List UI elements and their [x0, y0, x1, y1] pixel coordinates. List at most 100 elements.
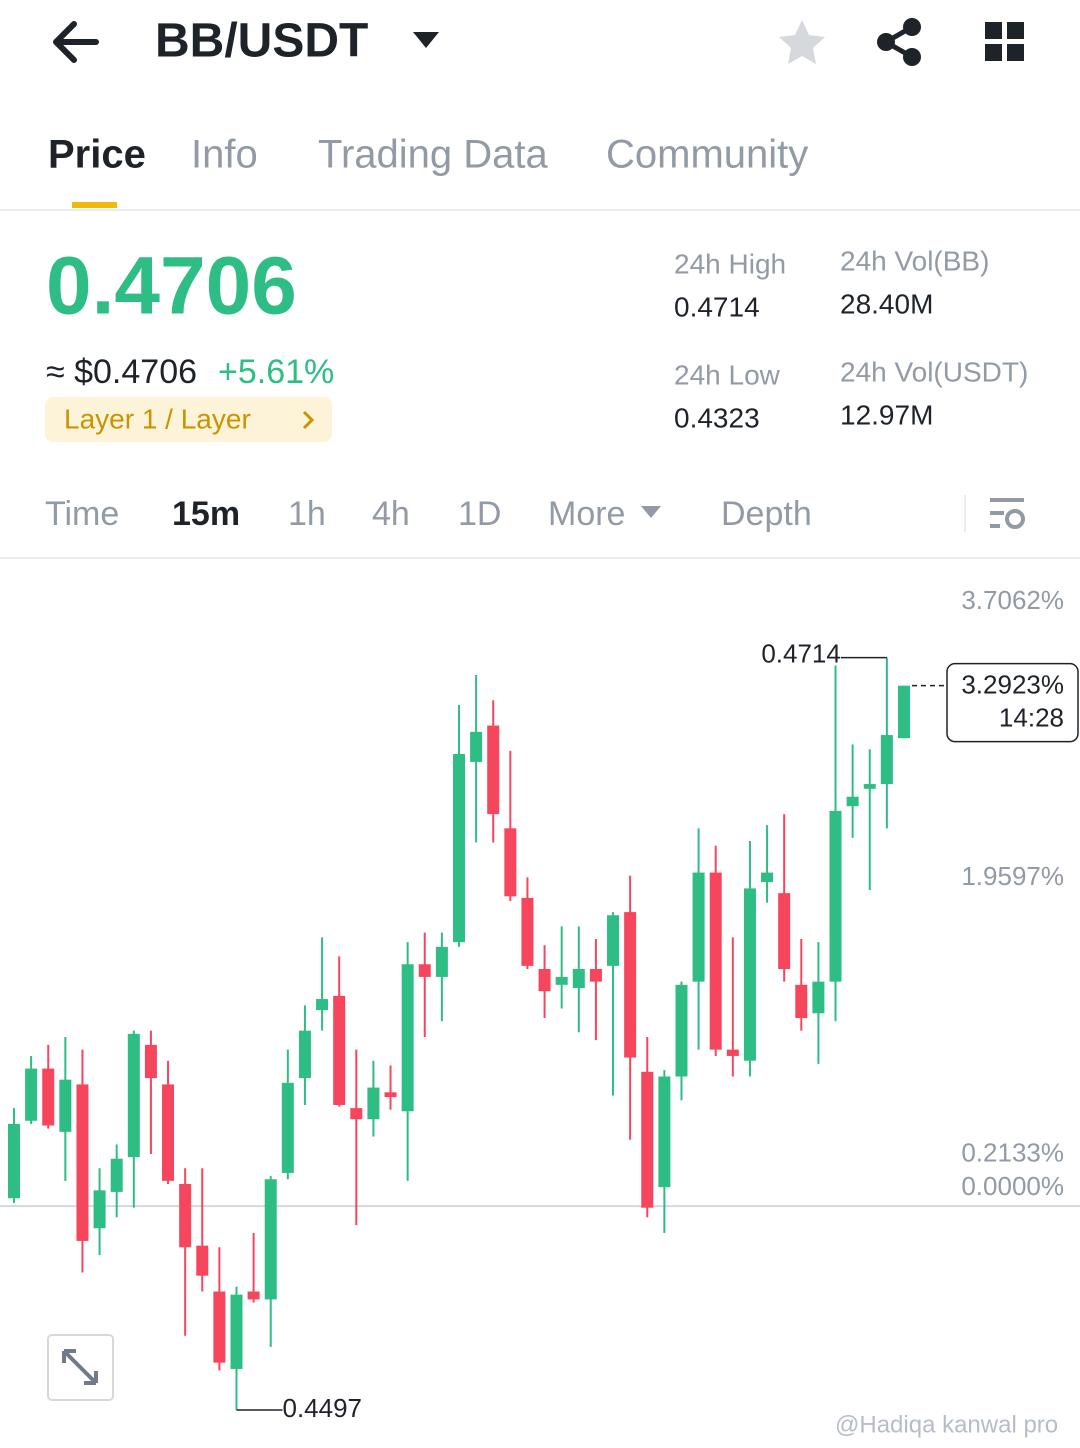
candle-body [281, 1082, 294, 1173]
candle-body [384, 1092, 397, 1098]
candle-body [25, 1068, 38, 1121]
candle-body [743, 888, 756, 1061]
interval[interactable]: 15m [172, 495, 240, 533]
candle-body [658, 1076, 671, 1188]
candle-body [572, 969, 585, 988]
candle-body [487, 725, 500, 815]
interval[interactable]: 4h [372, 495, 410, 533]
candle-body [350, 1108, 363, 1120]
candle-body [709, 872, 722, 1050]
candle-body [761, 872, 774, 883]
stat-value: 0.4323 [674, 402, 760, 433]
pair-title[interactable]: BB/USDT [155, 15, 368, 68]
y-tick-label: 1.9597% [961, 861, 1064, 891]
candle-body [196, 1245, 209, 1276]
candle-body [76, 1084, 89, 1241]
candle-body [897, 685, 910, 739]
candle-body [179, 1184, 192, 1248]
interval[interactable]: 1D [458, 495, 501, 533]
tab[interactable]: Price [48, 133, 146, 177]
candle-body [880, 735, 893, 785]
candle-body [675, 984, 688, 1077]
candle-body [418, 964, 431, 977]
interval[interactable]: Depth [721, 495, 812, 533]
stat-label: 24h Vol(USDT) [840, 356, 1028, 387]
favorite-icon[interactable] [779, 20, 825, 64]
y-tick-label: 0.2133% [961, 1137, 1064, 1167]
watermark: @Hadiqa kanwal pro [835, 1411, 1058, 1438]
more-caret [641, 506, 661, 518]
candle-body [110, 1158, 123, 1192]
last-price: 0.4706 [46, 241, 297, 332]
tab[interactable]: Community [606, 133, 808, 177]
last-price-box [946, 662, 1079, 743]
candle-body [230, 1294, 243, 1369]
candle-body [726, 1049, 739, 1056]
countdown: 14:28 [999, 703, 1064, 733]
tag-chip[interactable] [45, 397, 332, 442]
interval[interactable]: 1h [288, 495, 326, 533]
candle-body [333, 995, 346, 1105]
interval[interactable]: Time [45, 495, 119, 533]
candle-body [589, 969, 602, 982]
stat-label: 24h Vol(BB) [840, 245, 989, 276]
candle-body [778, 893, 791, 970]
stat-label: 24h High [674, 248, 786, 279]
candle-body [641, 1071, 654, 1208]
tab[interactable]: Trading Data [318, 133, 549, 177]
candle-body [127, 1033, 140, 1158]
candle-body [521, 897, 534, 966]
chart-settings-icon[interactable] [990, 498, 1025, 529]
share-icon[interactable] [877, 18, 921, 66]
high-label: 0.4714 [761, 638, 841, 668]
stat-value: 28.40M [840, 288, 933, 319]
stat-value: 0.4714 [674, 291, 760, 322]
candle-body [401, 964, 414, 1112]
candle-body [247, 1291, 260, 1300]
candle-body [59, 1079, 72, 1132]
candle-body [8, 1123, 20, 1199]
candle-body [863, 784, 876, 789]
candle-body [504, 828, 517, 897]
candle-body [162, 1084, 175, 1181]
y-tick-label: 3.7062% [961, 585, 1064, 615]
candle-body [607, 915, 620, 966]
candle-body [555, 976, 568, 985]
expand-icon [62, 1349, 98, 1385]
interval[interactable]: More [548, 495, 625, 533]
candle-body [42, 1068, 55, 1126]
stat-label: 24h Low [674, 359, 781, 390]
candle-body [846, 796, 859, 807]
last-price-label: 3.2923% [961, 670, 1064, 700]
pair-caret[interactable] [413, 32, 439, 48]
candle-body [144, 1044, 157, 1079]
usd-price: ≈ $0.4706 [46, 353, 197, 391]
candle-body [624, 912, 637, 1058]
tag-text[interactable]: Layer 1 / Layer [64, 403, 251, 434]
candle-body [470, 731, 483, 762]
candlestick-chart: 3.7062% 1.9597% 0.2133% 0.0000% 0.4714 0.4497… [0, 585, 1080, 1423]
back-button[interactable] [53, 21, 99, 63]
candle-body [367, 1087, 380, 1120]
low-label: 0.4497 [282, 1393, 362, 1423]
tab[interactable]: Info [191, 133, 258, 177]
candle-body [316, 999, 329, 1011]
tab-indicator [72, 202, 117, 208]
candle-body [264, 1179, 277, 1300]
candle-body [538, 969, 551, 992]
candle-body [812, 981, 825, 1014]
tag-chevron [302, 410, 315, 430]
stat-value: 12.97M [840, 399, 933, 430]
menu-icon[interactable] [985, 22, 1024, 61]
candle-body [795, 984, 808, 1019]
candle-body [213, 1291, 226, 1363]
candle-body [435, 946, 448, 977]
y-tick-label: 0.0000% [961, 1171, 1064, 1201]
candle-body [829, 810, 842, 982]
candle-body [452, 754, 465, 943]
candle-body [692, 872, 705, 982]
candle-body [298, 1030, 311, 1079]
price-change: +5.61% [218, 353, 334, 391]
